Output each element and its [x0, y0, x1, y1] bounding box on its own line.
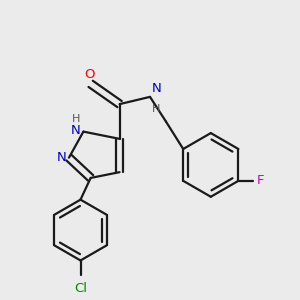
Text: N: N: [71, 124, 80, 137]
Text: N: N: [152, 82, 161, 94]
Text: Cl: Cl: [74, 282, 87, 295]
Text: H: H: [72, 115, 80, 124]
Text: F: F: [257, 174, 265, 187]
Text: N: N: [56, 151, 66, 164]
Text: H: H: [152, 104, 160, 114]
Text: O: O: [84, 68, 94, 81]
